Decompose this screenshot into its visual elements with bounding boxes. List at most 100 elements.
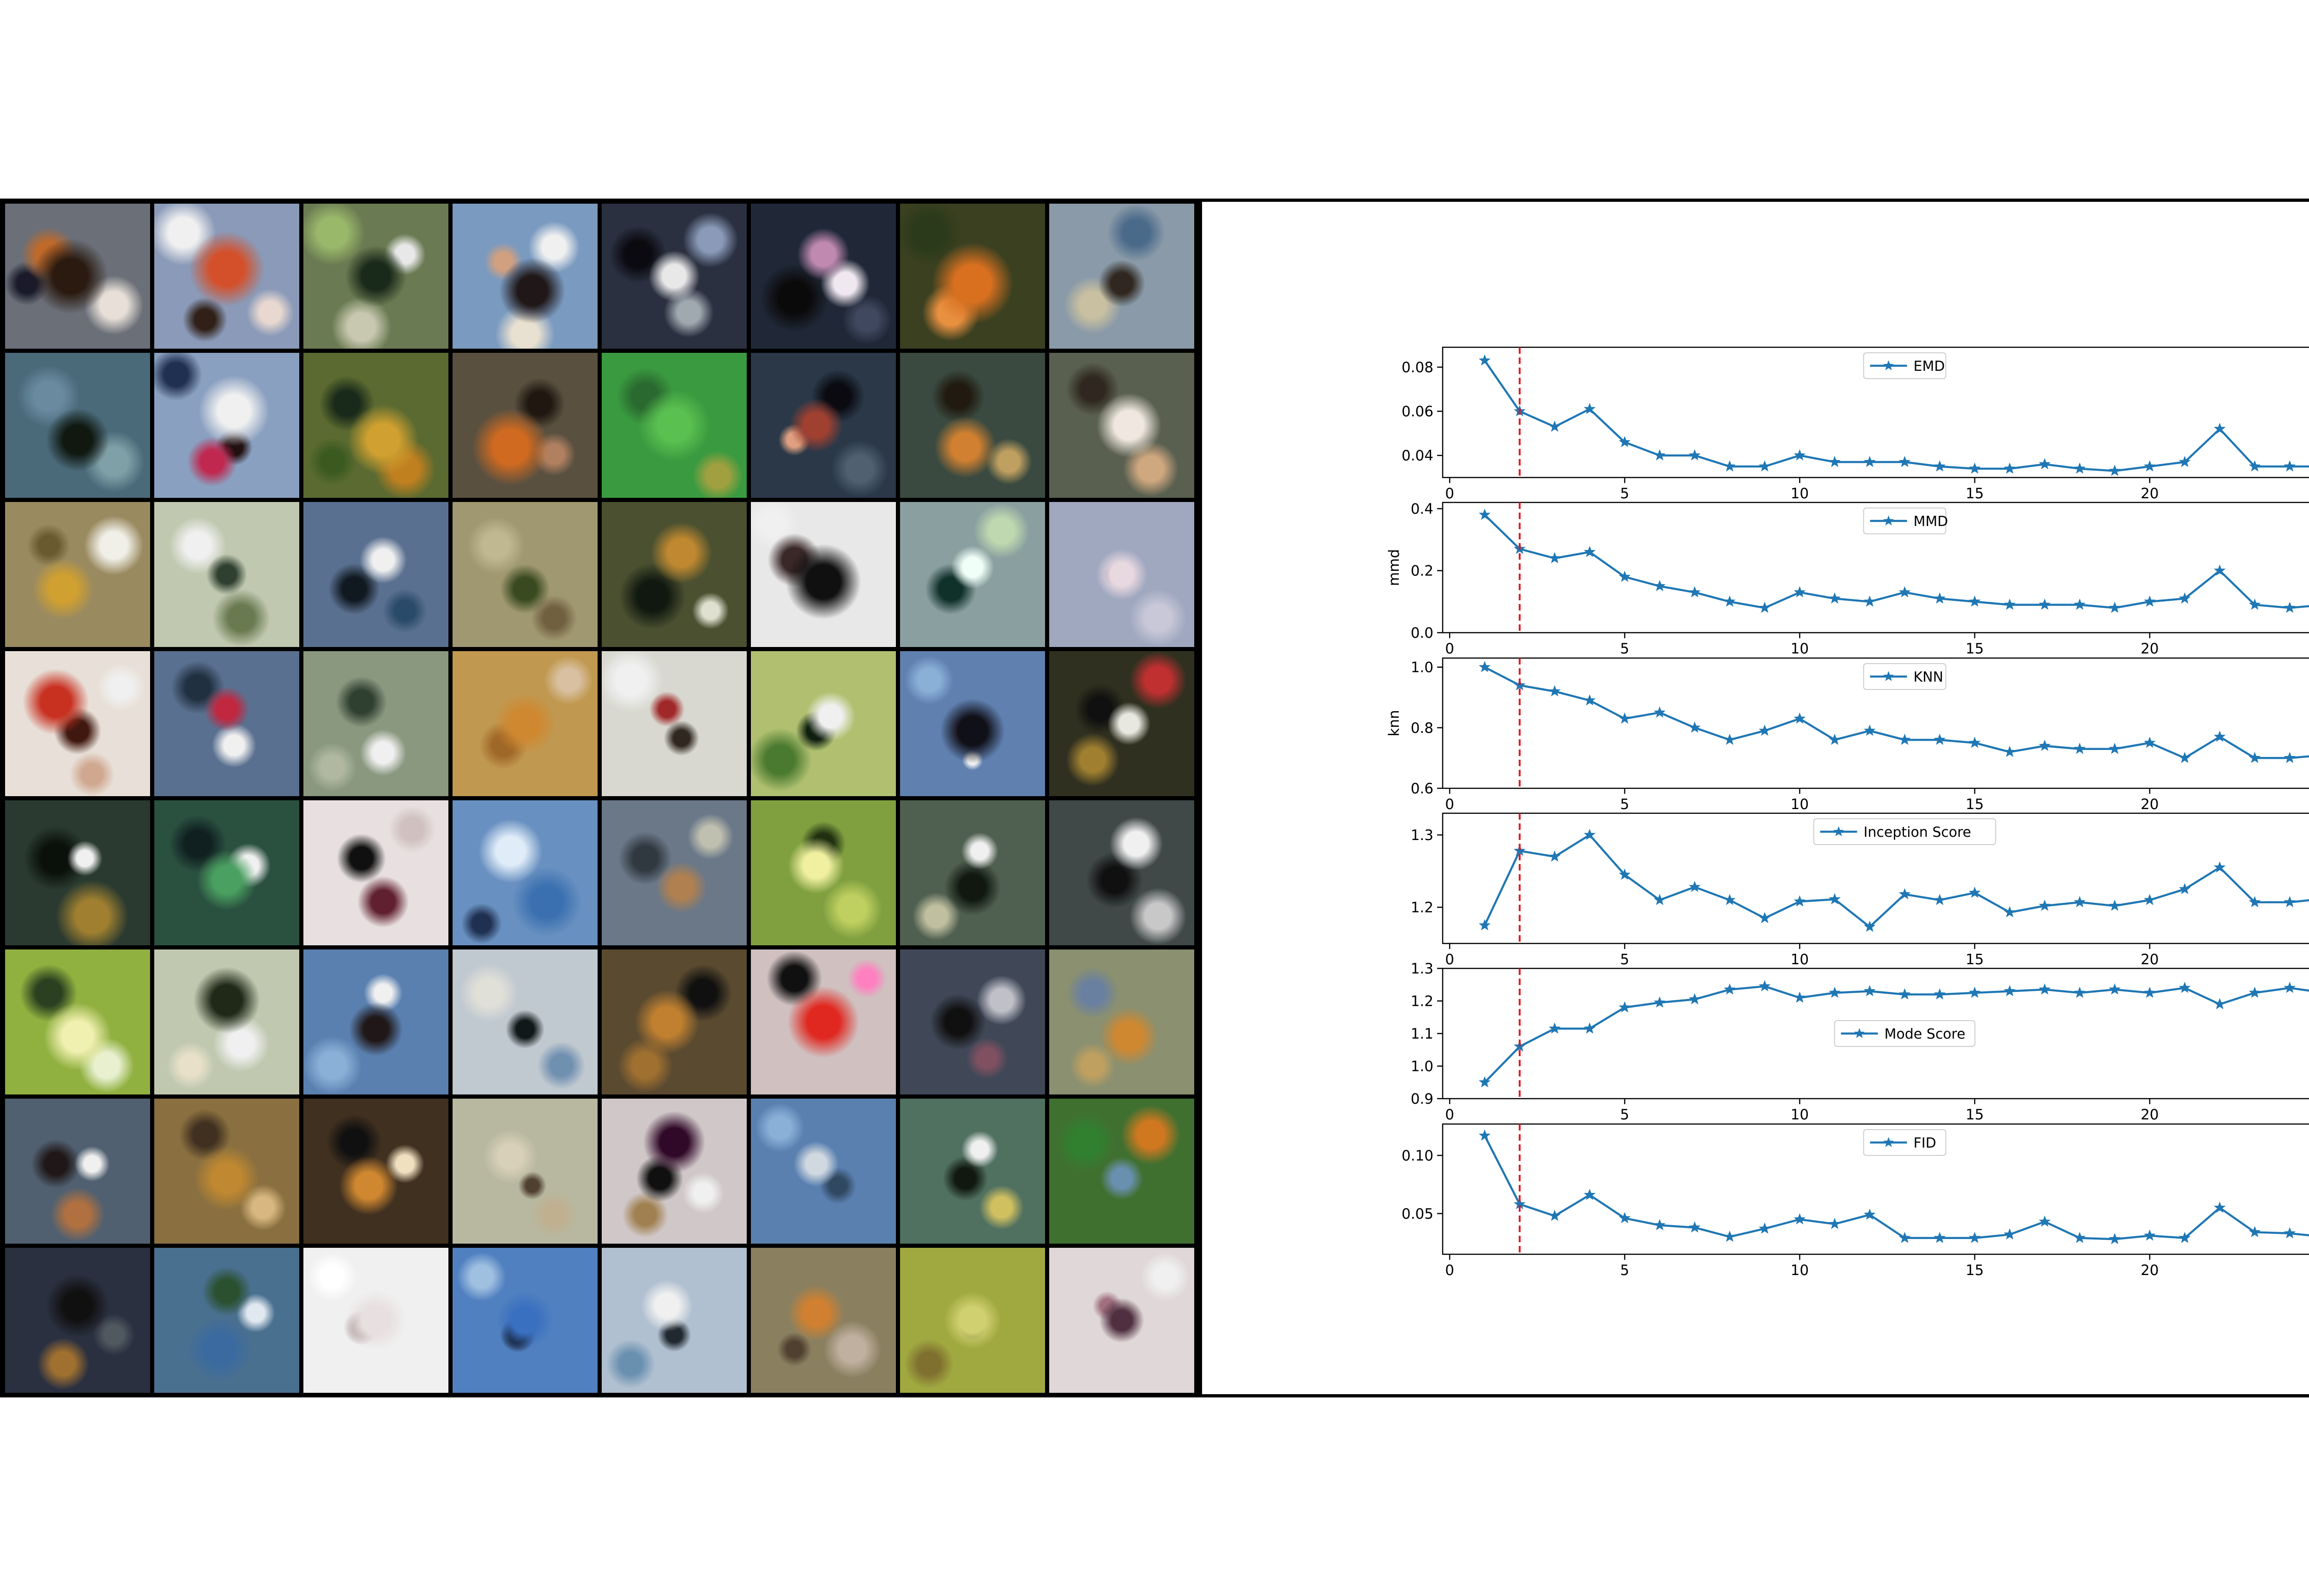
metrics-charts: 0.040.060.080510152025EMD0.00.20.4051015… [1386, 346, 2309, 1279]
data-point [2144, 894, 2156, 905]
data-point [1723, 983, 1736, 995]
data-point [2179, 981, 2191, 993]
legend-label: EMD [1914, 358, 1945, 375]
sample-tile [1049, 651, 1194, 796]
sample-tile [303, 651, 448, 796]
x-tick-label: 5 [1620, 1106, 1629, 1123]
y-tick-label: 0.0 [1411, 625, 1433, 641]
data-point [1759, 460, 1771, 472]
x-tick-label: 20 [2140, 1106, 2158, 1123]
sample-tile [900, 800, 1045, 945]
data-point [1479, 1076, 1491, 1088]
data-point [2038, 598, 2051, 610]
sample-tile [452, 800, 598, 945]
data-point [1723, 733, 1736, 745]
data-point [2249, 460, 2261, 472]
legend-marker [1883, 360, 1894, 370]
chart-fid: 0.050.100510152025FID [1402, 1123, 2309, 1279]
x-tick-label: 0 [1445, 641, 1454, 657]
y-tick-label: 1.0 [1411, 1058, 1433, 1075]
data-point [2144, 986, 2156, 998]
data-point [1688, 449, 1701, 461]
sample-tile [303, 203, 448, 349]
data-point [1863, 920, 1876, 932]
sample-tile [303, 502, 448, 647]
data-point [1898, 988, 1911, 1000]
x-tick-label: 15 [1965, 641, 1983, 657]
sample-tile [601, 651, 747, 796]
x-tick-label: 10 [1790, 951, 1808, 968]
data-point [2038, 983, 2051, 995]
data-point [1513, 1040, 1526, 1052]
data-point [1969, 737, 1981, 748]
data-point [2038, 1215, 2051, 1227]
data-point [1584, 828, 1596, 840]
sample-tile [900, 1098, 1045, 1244]
sample-tile [1049, 1247, 1194, 1393]
sample-tile [452, 502, 598, 647]
data-point [2004, 462, 2016, 474]
data-point [1759, 724, 1771, 736]
data-point [2109, 601, 2121, 613]
y-tick-label: 1.3 [1411, 961, 1433, 977]
sample-tile [452, 203, 598, 349]
sample-tile [1049, 800, 1194, 945]
chart-mode-score: 0.91.01.11.21.30510152025Mode Score [1411, 961, 2309, 1123]
data-point [2213, 998, 2226, 1010]
data-point [1688, 1221, 1701, 1233]
data-point [2249, 598, 2261, 610]
data-point [1688, 586, 1701, 598]
data-point [1584, 1189, 1596, 1200]
data-point [2004, 1228, 2016, 1240]
data-point [1934, 1232, 1946, 1243]
data-point [2073, 986, 2086, 998]
data-point [1688, 721, 1701, 733]
y-tick-label: 0.08 [1402, 359, 1433, 376]
x-tick-label: 20 [2140, 796, 2158, 813]
x-tick-label: 15 [1965, 951, 1983, 968]
sample-tile [601, 949, 747, 1094]
x-tick-label: 20 [2140, 951, 2158, 968]
data-point [1934, 894, 1946, 905]
sample-tile [303, 1247, 448, 1393]
y-tick-label: 0.10 [1402, 1148, 1433, 1164]
sample-tile [5, 502, 150, 647]
data-point [1969, 1232, 1981, 1243]
x-tick-label: 0 [1445, 951, 1454, 968]
data-point [1479, 354, 1491, 366]
sample-tile [154, 949, 299, 1094]
sample-tile [5, 800, 150, 945]
data-point [2284, 1227, 2296, 1239]
sample-tile [750, 651, 896, 796]
legend-label: MMD [1914, 514, 1948, 530]
data-point [2284, 981, 2296, 993]
legend: MMD [1863, 508, 1948, 534]
x-tick-label: 20 [2140, 641, 2158, 657]
sample-tile [154, 1247, 299, 1393]
sample-tile [750, 1098, 896, 1244]
sample-tile [750, 800, 896, 945]
data-point [1688, 881, 1701, 892]
data-point [1479, 661, 1491, 672]
data-point [2073, 1232, 2086, 1243]
x-tick-label: 10 [1790, 485, 1808, 502]
legend-box [1834, 1020, 1976, 1047]
legend-box [1813, 818, 1996, 845]
legend-marker [1883, 1137, 1894, 1147]
legend: Inception Score [1813, 818, 1996, 845]
data-point [2249, 986, 2261, 998]
y-axis-label: mmd [1386, 549, 1402, 586]
sample-tile [154, 1098, 299, 1244]
sample-tile [452, 949, 598, 1094]
sample-tile [750, 352, 896, 498]
sample-tile [154, 352, 299, 498]
sample-tile [750, 502, 896, 647]
x-tick-label: 15 [1965, 1106, 1983, 1123]
data-point [1829, 733, 1841, 745]
data-point [1654, 894, 1666, 905]
data-point [1479, 919, 1491, 931]
sample-tile [1049, 502, 1194, 647]
data-point [1759, 912, 1771, 924]
x-tick-label: 20 [2140, 1262, 2158, 1279]
y-tick-label: 0.06 [1402, 404, 1433, 420]
